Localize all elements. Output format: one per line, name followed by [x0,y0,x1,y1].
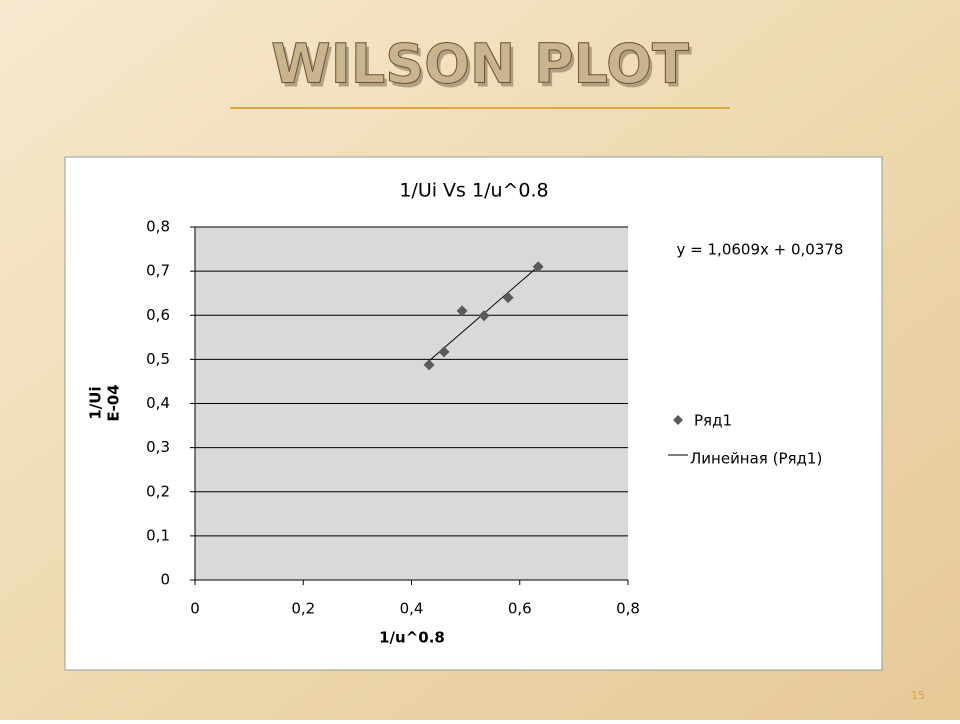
y-axis-label-line: E-04 [105,384,123,421]
y-axis-label-line: 1/Ui [87,386,105,419]
y-tick-label: 0,6 [146,306,170,324]
x-tick-label: 0 [190,600,200,618]
chart-title: 1/Ui Vs 1/u^0.8 [399,180,548,202]
title-shadow: WILSON PLOT [274,37,692,100]
slide-title: WILSON PLOT [271,33,689,96]
y-tick-label: 0,5 [146,350,170,368]
data-point [502,292,514,304]
x-tick-label: 0,8 [616,600,640,618]
y-tick-label: 0,4 [146,394,170,412]
trendline-equation: y = 1,0609x + 0,0378 [677,241,844,259]
y-axis-label: 1/Ui E-04 [87,384,123,421]
legend-marker [673,415,683,425]
data-point [478,310,490,322]
y-tick-label: 0,1 [146,526,170,544]
x-tick-label: 0,4 [400,600,424,618]
page-number: 15 [911,689,925,702]
y-tick-label: 0,8 [146,218,170,236]
y-tick-label: 0,7 [146,262,170,280]
x-axis-label: 1/u^0.8 [379,629,445,647]
y-tick-label: 0 [160,571,170,589]
y-tick-label: 0,3 [146,438,170,456]
data-point [423,359,435,371]
legend-label: Линейная (Ряд1) [690,450,822,468]
x-tick-label: 0,6 [508,600,532,618]
data-point [456,305,468,317]
data-point [532,261,544,273]
data-point [438,346,450,358]
legend-label: Ряд1 [694,412,732,430]
y-tick-label: 0,2 [146,482,170,500]
x-tick-label: 0,2 [291,600,315,618]
